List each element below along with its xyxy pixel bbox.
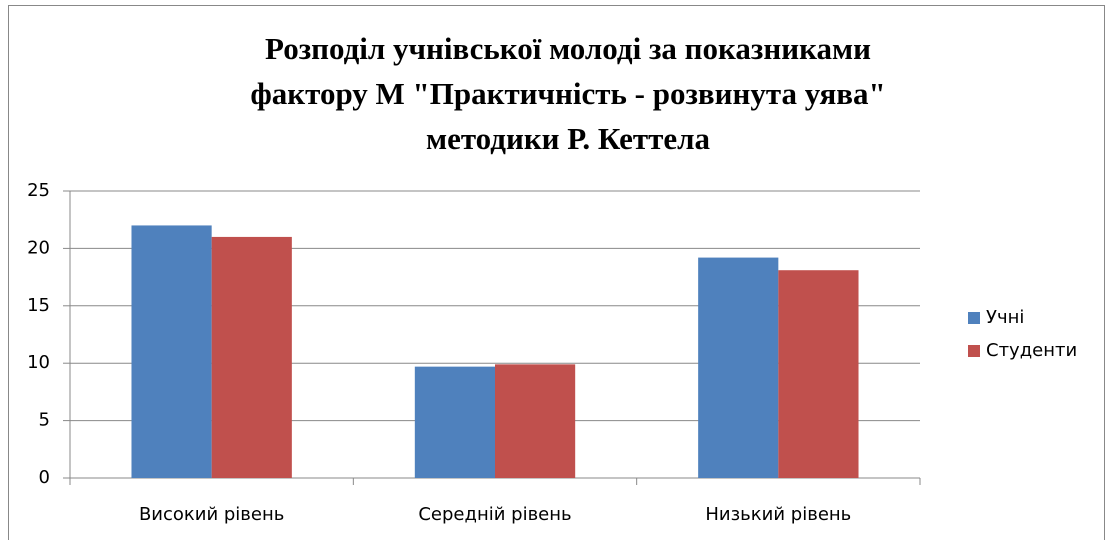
x-tick-label: Середній рівень bbox=[418, 504, 571, 525]
x-tick-label: Високий рівень bbox=[139, 504, 284, 525]
chart-title: фактору М "Практичність - розвинута уява… bbox=[250, 76, 885, 111]
bar bbox=[414, 366, 495, 478]
legend-swatch bbox=[968, 345, 980, 357]
bar bbox=[778, 270, 859, 478]
y-tick-label: 15 bbox=[27, 295, 50, 316]
chart-title: методики Р. Кеттела bbox=[426, 121, 711, 156]
legend-label: Студенти bbox=[986, 340, 1077, 361]
bar bbox=[698, 257, 779, 478]
y-tick-label: 25 bbox=[27, 180, 50, 201]
y-tick-label: 20 bbox=[27, 237, 50, 258]
bar bbox=[131, 225, 212, 478]
legend-swatch bbox=[968, 312, 980, 324]
y-tick-label: 5 bbox=[39, 410, 50, 431]
y-tick-label: 0 bbox=[39, 467, 50, 488]
bar bbox=[211, 236, 292, 478]
bar bbox=[495, 364, 576, 478]
x-tick-label: Низький рівень bbox=[705, 504, 851, 525]
chart-title: Розподіл учнівської молоді за показникам… bbox=[265, 31, 871, 66]
legend-label: Учні bbox=[986, 307, 1024, 328]
y-tick-label: 10 bbox=[27, 352, 50, 373]
